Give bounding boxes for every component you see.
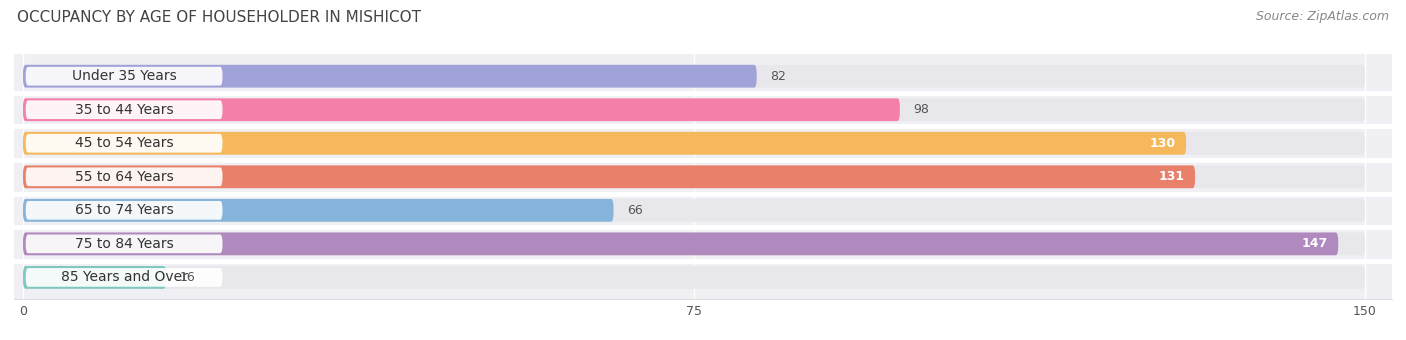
FancyBboxPatch shape [25,168,222,186]
Text: 82: 82 [770,70,786,83]
FancyBboxPatch shape [22,199,613,222]
FancyBboxPatch shape [25,100,222,119]
FancyBboxPatch shape [22,65,756,88]
Text: 147: 147 [1302,237,1327,250]
Text: Under 35 Years: Under 35 Years [72,69,177,83]
FancyBboxPatch shape [22,266,166,289]
Text: 98: 98 [914,103,929,116]
Text: 66: 66 [627,204,643,217]
Text: 75 to 84 Years: 75 to 84 Years [75,237,173,251]
FancyBboxPatch shape [22,132,1187,155]
FancyBboxPatch shape [22,165,1195,188]
FancyBboxPatch shape [25,67,222,86]
FancyBboxPatch shape [22,165,1365,188]
FancyBboxPatch shape [22,65,1365,88]
Text: 85 Years and Over: 85 Years and Over [60,270,187,284]
FancyBboxPatch shape [25,268,222,287]
FancyBboxPatch shape [22,233,1339,255]
Text: Source: ZipAtlas.com: Source: ZipAtlas.com [1256,10,1389,23]
Text: 131: 131 [1159,170,1184,183]
Text: 130: 130 [1149,137,1175,150]
Text: 16: 16 [180,271,195,284]
FancyBboxPatch shape [22,199,1365,222]
FancyBboxPatch shape [22,266,1365,289]
Text: 65 to 74 Years: 65 to 74 Years [75,203,173,217]
Text: 45 to 54 Years: 45 to 54 Years [75,136,173,150]
FancyBboxPatch shape [25,235,222,253]
FancyBboxPatch shape [22,132,1365,155]
Text: OCCUPANCY BY AGE OF HOUSEHOLDER IN MISHICOT: OCCUPANCY BY AGE OF HOUSEHOLDER IN MISHI… [17,10,420,25]
Text: 55 to 64 Years: 55 to 64 Years [75,170,173,184]
FancyBboxPatch shape [22,98,900,121]
FancyBboxPatch shape [22,98,1365,121]
Text: 35 to 44 Years: 35 to 44 Years [75,103,173,117]
FancyBboxPatch shape [25,201,222,220]
FancyBboxPatch shape [25,134,222,153]
FancyBboxPatch shape [22,233,1365,255]
